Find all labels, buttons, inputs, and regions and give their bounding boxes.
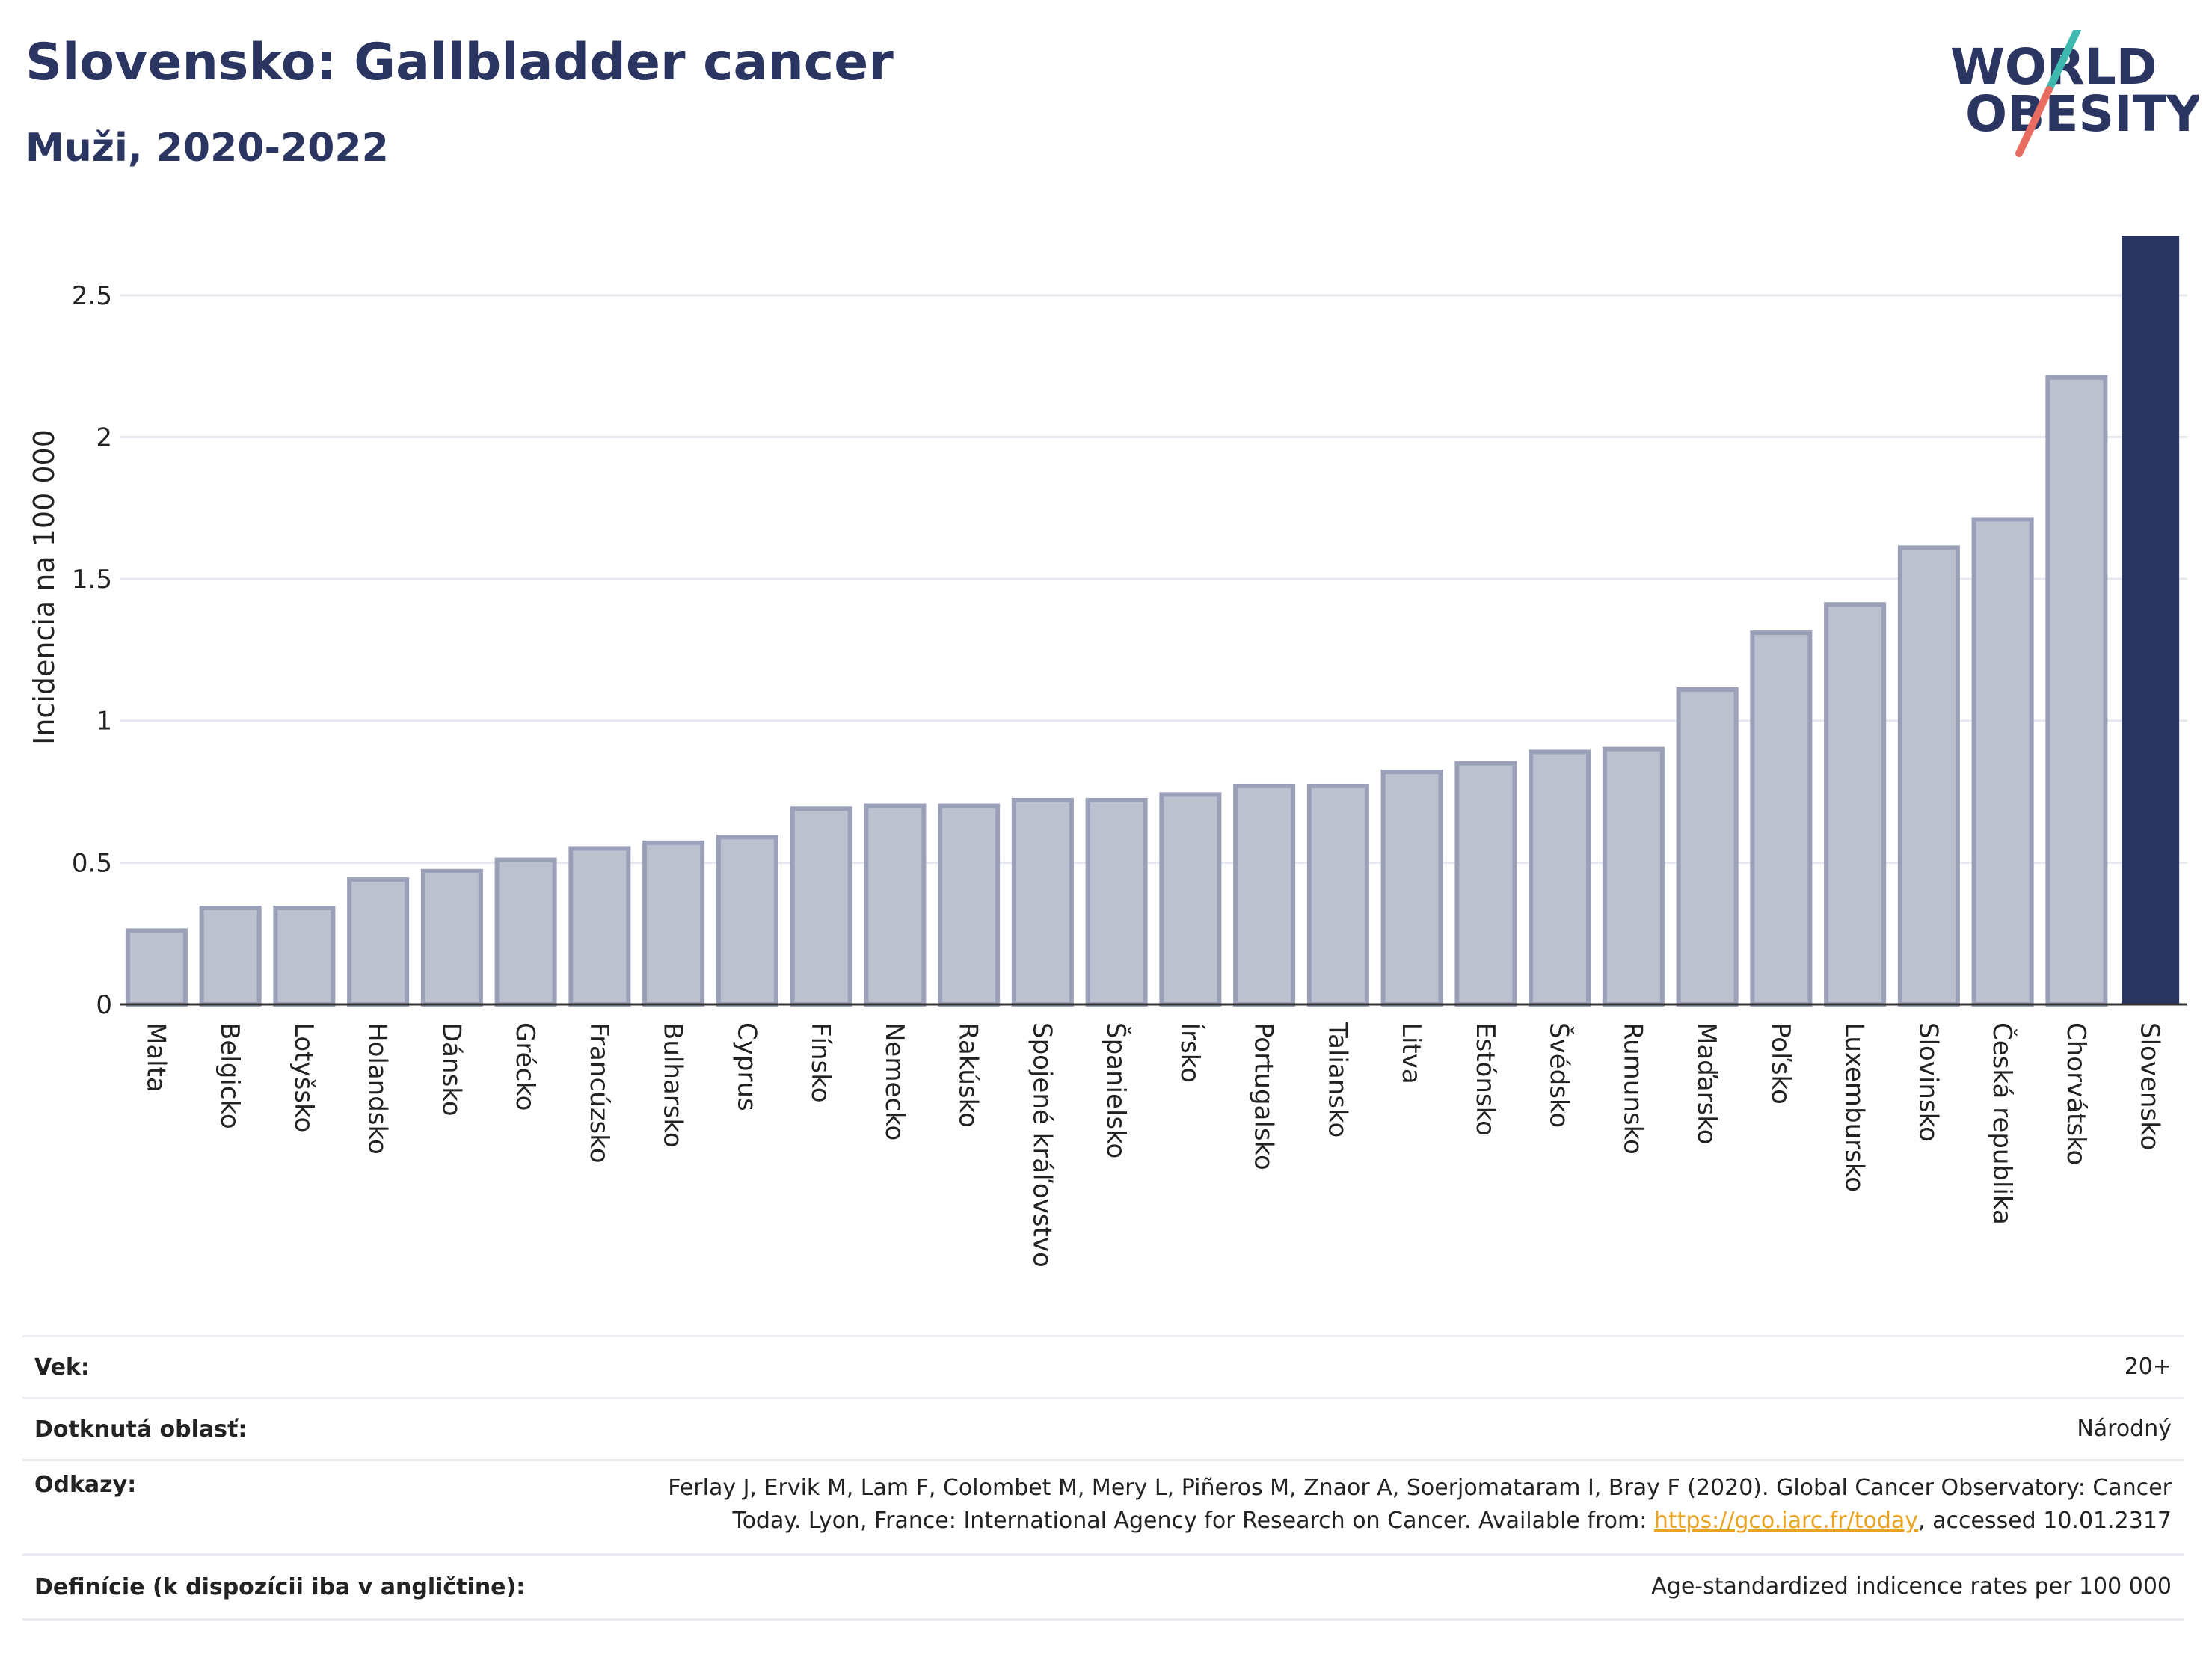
x-tick-label: Česká republika — [1987, 1022, 2018, 1225]
bar-portugalsko — [1233, 783, 1296, 1007]
bar-estónsko — [1454, 761, 1517, 1007]
x-tick-label: Grécko — [510, 1022, 540, 1111]
axis-layer: 0 0.5 1 1.5 2 2.5 Malta Belgicko Lotyšsko Holands… — [72, 281, 2187, 1268]
x-tick-label: Poľsko — [1766, 1022, 1795, 1105]
bar-maďarsko — [1676, 687, 1739, 1007]
x-tick-label: Rumunsko — [1617, 1022, 1647, 1155]
bar-litva — [1380, 769, 1443, 1007]
x-tick-label: Lotyšsko — [289, 1022, 319, 1132]
meta-refs-line2-pre: Today. Lyon, France: International Agenc… — [732, 1508, 1654, 1534]
x-tick-label: Holandsko — [363, 1022, 393, 1155]
bar-grécko — [494, 857, 557, 1007]
logo-slash-coral — [2015, 86, 2053, 157]
x-tick-label: Luxembursko — [1840, 1022, 1870, 1192]
y-axis-label: Incidencia na 100 000 — [28, 429, 61, 745]
x-tick-label: Slovinsko — [1913, 1022, 1943, 1142]
bar-írsko — [1159, 792, 1222, 1007]
meta-refs-value: Ferlay J, Ervik M, Lam F, Colombet M, Me… — [668, 1472, 2184, 1538]
bar-chart: 0 0.5 1 1.5 2 2.5 Malta Belgicko Lotyšsko Holands… — [28, 236, 2187, 1268]
x-tick-label: Francúzsko — [584, 1022, 614, 1164]
meta-refs-line2-post: , accessed 10.01.2317 — [1918, 1508, 2172, 1534]
bar-nemecko — [864, 803, 927, 1007]
bar-česká-republika — [1971, 517, 2034, 1007]
bar-chorvátsko — [2045, 375, 2108, 1007]
meta-age-label: Vek: — [34, 1354, 90, 1381]
meta-refs-label: Odkazy: — [34, 1472, 137, 1498]
y-tick-label: 2.5 — [72, 281, 112, 311]
x-tick-label: Belgicko — [215, 1022, 245, 1129]
metadata-table: Vek: 20+ Dotknutá oblasť: Národný Odkazy… — [22, 1335, 2184, 1621]
x-tick-label: Slovensko — [2135, 1022, 2165, 1150]
x-tick-label: Cyprus — [731, 1022, 761, 1111]
chart-title: Slovensko: Gallbladder cancer — [25, 33, 894, 92]
bar-cyprus — [716, 835, 778, 1007]
x-tick-label: Taliansko — [1322, 1022, 1352, 1137]
x-tick-label: Chorvátsko — [2061, 1022, 2091, 1165]
bar-holandsko — [347, 877, 410, 1007]
bar-lotyšsko — [273, 906, 336, 1007]
bar-švédsko — [1529, 749, 1591, 1007]
y-tick-label: 1.5 — [72, 565, 112, 595]
logo-slash-teal — [2045, 30, 2081, 93]
x-tick-label: Fínsko — [805, 1022, 835, 1103]
meta-row-area: Dotknutá oblasť: Národný — [22, 1397, 2184, 1459]
bars-layer — [125, 236, 2180, 1007]
meta-defs-label: Definície (k dispozícii iba v angličtine… — [34, 1573, 526, 1600]
x-tick-label: Maďarsko — [1692, 1022, 1721, 1145]
x-tick-label: Malta — [141, 1022, 170, 1093]
bar-rakúsko — [938, 803, 1001, 1007]
bar-fínsko — [790, 806, 852, 1007]
x-tick-label: Nemecko — [879, 1022, 909, 1140]
x-tick-label: Litva — [1396, 1022, 1426, 1084]
x-tick-label: Portugalsko — [1249, 1022, 1279, 1170]
logo-text-obesity: OBESITY — [1965, 85, 2199, 143]
meta-row-age: Vek: 20+ — [22, 1335, 2184, 1397]
y-tick-label: 0.5 — [72, 848, 112, 878]
bar-poľsko — [1750, 630, 1813, 1007]
bar-rumunsko — [1602, 746, 1665, 1007]
bar-malta — [125, 928, 188, 1007]
x-tick-label: Estónsko — [1470, 1022, 1500, 1136]
x-tick-label: Dánsko — [436, 1022, 466, 1117]
bar-španielsko — [1085, 797, 1148, 1007]
world-obesity-logo: WORLD OBESITY — [1950, 30, 2199, 157]
y-tick-label: 1 — [96, 707, 112, 737]
y-tick-label: 2 — [96, 423, 112, 452]
x-tick-label: Švédsko — [1544, 1022, 1575, 1128]
meta-area-label: Dotknutá oblasť: — [34, 1416, 248, 1443]
bar-belgicko — [199, 906, 262, 1007]
x-tick-label: Írsko — [1175, 1022, 1205, 1083]
meta-refs-line1: Ferlay J, Ervik M, Lam F, Colombet M, Me… — [668, 1475, 2172, 1501]
bar-slovinsko — [1897, 545, 1960, 1007]
meta-row-defs: Definície (k dispozícii iba v angličtine… — [22, 1553, 2184, 1621]
bar-dánsko — [420, 868, 483, 1007]
bar-francúzsko — [568, 846, 631, 1007]
bar-bulharsko — [642, 840, 705, 1007]
y-tick-label: 0 — [96, 990, 112, 1020]
bar-taliansko — [1306, 783, 1369, 1007]
meta-age-value: 20+ — [2124, 1354, 2172, 1380]
x-tick-label: Rakúsko — [953, 1022, 983, 1128]
meta-defs-value: Age-standardized indicence rates per 100… — [1651, 1573, 2172, 1600]
x-tick-label: Spojené kráľovstvo — [1027, 1022, 1057, 1268]
chart-subtitle: Muži, 2020-2022 — [25, 126, 389, 171]
bar-luxembursko — [1824, 602, 1887, 1007]
x-tick-label: Bulharsko — [658, 1022, 688, 1148]
meta-refs-link[interactable]: https://gco.iarc.fr/today — [1653, 1508, 1919, 1534]
meta-area-value: Národný — [2077, 1416, 2172, 1442]
x-tick-label: Španielsko — [1101, 1022, 1131, 1158]
bar-slovensko — [2122, 236, 2180, 1004]
bar-spojené-kráľovstvo — [1011, 797, 1074, 1007]
meta-row-refs: Odkazy: Ferlay J, Ervik M, Lam F, Colomb… — [22, 1459, 2184, 1553]
